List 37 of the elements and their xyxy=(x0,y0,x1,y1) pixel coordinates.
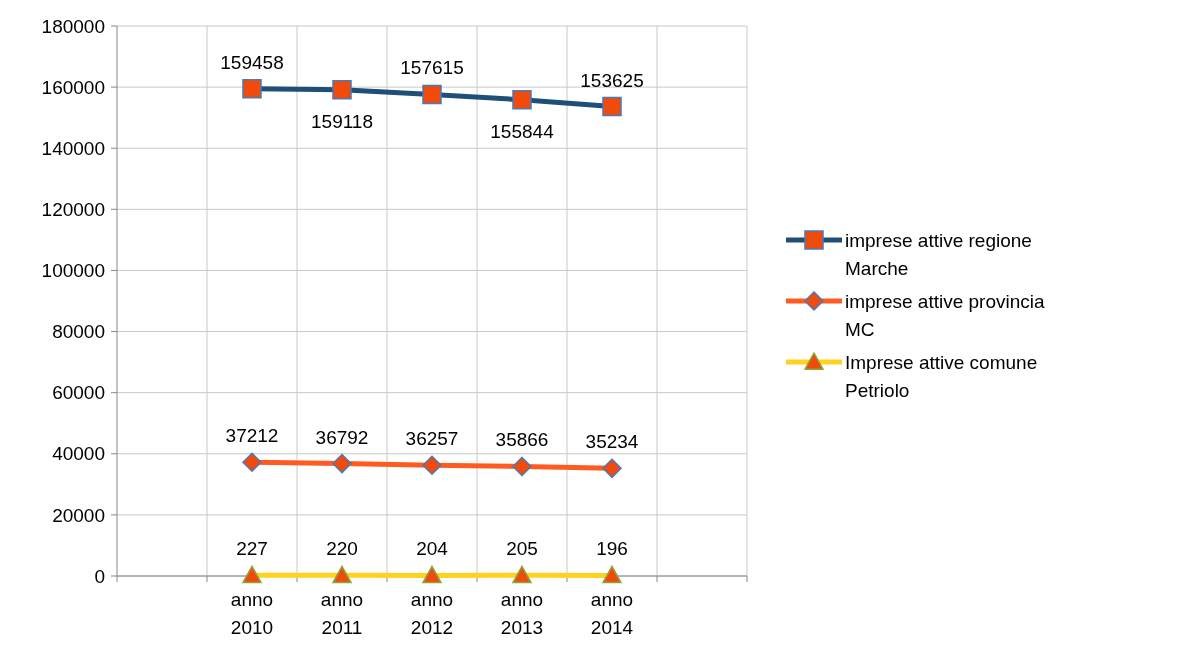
data-label: 35234 xyxy=(585,431,639,453)
y-tick-label: 160000 xyxy=(41,76,105,98)
point xyxy=(242,452,262,473)
y-tick-label: 60000 xyxy=(52,382,105,404)
data-label: 220 xyxy=(326,538,358,560)
y-tick-label: 40000 xyxy=(52,443,105,465)
y-tick-label: 80000 xyxy=(52,321,105,343)
legend-label: imprese attive provincia MC xyxy=(845,290,1046,340)
point xyxy=(512,456,532,477)
y-tick-label: 140000 xyxy=(41,137,105,159)
data-label: 153625 xyxy=(580,69,644,91)
data-label: 159118 xyxy=(311,110,373,132)
point xyxy=(332,453,352,474)
legend-label: Imprese attive comune Petriolo xyxy=(845,351,1038,401)
x-tick-label: anno 2012 xyxy=(410,589,454,638)
data-label: 159458 xyxy=(220,51,284,73)
point xyxy=(602,458,622,479)
y-tick-label: 20000 xyxy=(52,504,105,526)
data-label: 205 xyxy=(506,538,538,560)
y-tick-label: 120000 xyxy=(41,198,105,220)
x-tick-label: anno 2013 xyxy=(500,589,544,638)
x-tick-label: anno 2014 xyxy=(590,589,634,638)
x-tick-label: anno 2011 xyxy=(320,589,364,638)
data-label: 204 xyxy=(416,538,449,560)
data-label: 36792 xyxy=(315,426,369,448)
y-tick-label: 180000 xyxy=(41,15,105,37)
y-tick-label: 100000 xyxy=(41,260,105,282)
x-tick-label: anno 2010 xyxy=(230,589,274,638)
data-label: 157615 xyxy=(400,57,464,79)
point xyxy=(422,455,442,475)
data-label: 227 xyxy=(236,538,268,560)
data-label: 196 xyxy=(596,538,628,560)
data-label: 37212 xyxy=(225,425,279,447)
data-label: 36257 xyxy=(405,428,459,450)
y-tick-label: 0 xyxy=(94,565,105,587)
data-label: 155844 xyxy=(490,120,555,142)
data-label: 35866 xyxy=(495,429,549,451)
